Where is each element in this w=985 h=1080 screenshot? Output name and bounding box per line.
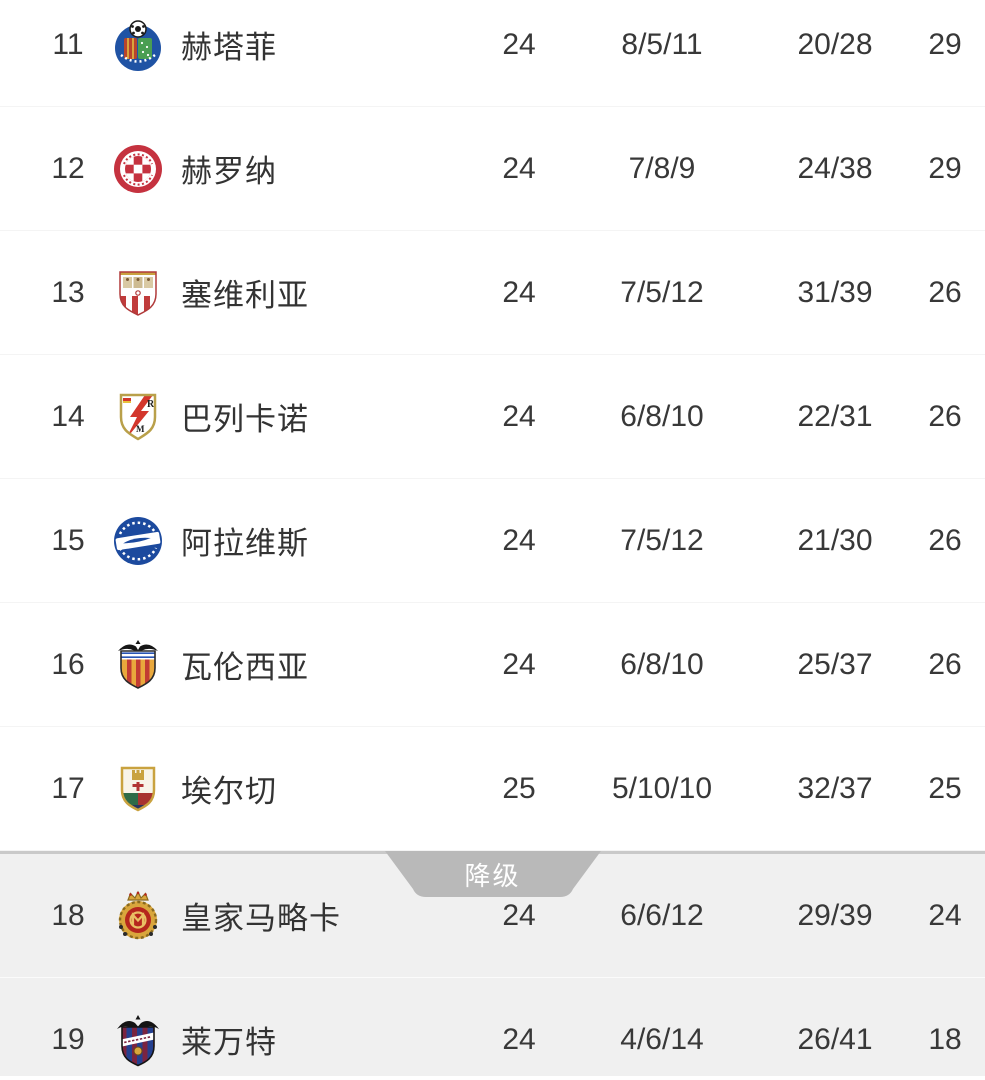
rank-number: 13	[51, 275, 85, 309]
points: 18	[928, 1022, 962, 1056]
svg-text:R: R	[147, 399, 155, 410]
team-name: 赫塔菲	[181, 30, 277, 65]
relegation-divider: 降级	[0, 851, 985, 897]
goals-for-against: 24/38	[797, 151, 873, 185]
mallorca-badge-icon	[108, 889, 168, 943]
matches-played: 25	[502, 771, 536, 805]
points: 29	[928, 151, 962, 185]
levante-badge-icon	[108, 1013, 168, 1067]
points: 26	[928, 523, 962, 557]
team-name: 瓦伦西亚	[181, 650, 309, 685]
table-row[interactable]: 18 皇家马略卡 24 6/6/12 29/39 24	[0, 854, 985, 978]
rank-number: 14	[51, 399, 85, 433]
points: 25	[928, 771, 962, 805]
rank-number: 16	[51, 647, 85, 681]
goals-for-against: 20/28	[797, 27, 873, 61]
points: 24	[928, 898, 962, 932]
rank-number: 18	[51, 898, 85, 932]
matches-played: 24	[502, 898, 536, 932]
team-name: 塞维利亚	[181, 278, 309, 313]
win-draw-loss: 6/6/12	[620, 898, 704, 932]
valencia-badge-icon	[108, 638, 168, 692]
table-row[interactable]: 19	[0, 978, 985, 1076]
matches-played: 24	[502, 523, 536, 557]
rank-number: 15	[51, 523, 85, 557]
goals-for-against: 26/41	[797, 1022, 873, 1056]
goals-for-against: 25/37	[797, 647, 873, 681]
win-draw-loss: 8/5/11	[621, 27, 703, 61]
table-row[interactable]: 11 赫塔菲 24 8/5/11 20/28 29	[0, 0, 985, 107]
table-row[interactable]: 17 埃尔切 25 5/10/10 32/37 25	[0, 727, 985, 851]
table-row[interactable]: 16 瓦伦西亚 24 6/8/10 25/37 26	[0, 603, 985, 727]
table-row[interactable]: 15 阿拉维斯 24 7/5/12 21/30 26	[0, 479, 985, 603]
points: 29	[928, 27, 962, 61]
rank-number: 17	[51, 771, 85, 805]
goals-for-against: 32/37	[797, 771, 873, 805]
team-name: 阿拉维斯	[181, 526, 309, 561]
matches-played: 24	[502, 399, 536, 433]
getafe-badge-icon	[108, 18, 168, 72]
goals-for-against: 21/30	[797, 523, 873, 557]
win-draw-loss: 6/8/10	[620, 647, 704, 681]
girona-badge-icon	[108, 142, 168, 196]
points: 26	[928, 399, 962, 433]
win-draw-loss: 5/10/10	[611, 771, 713, 805]
goals-for-against: 22/31	[797, 399, 873, 433]
win-draw-loss: 6/8/10	[620, 399, 704, 433]
table-row[interactable]: 14 R M 巴列卡诺 24 6/8/10 22/31 26	[0, 355, 985, 479]
table-row[interactable]: 13 塞维利亚 24 7/5/12	[0, 231, 985, 355]
team-name: 埃尔切	[181, 774, 277, 809]
table-row[interactable]: 12 赫罗纳 24 7/8/9 24/38 29	[0, 107, 985, 231]
svg-text:M: M	[136, 424, 145, 434]
goals-for-against: 29/39	[797, 898, 873, 932]
elche-badge-icon	[108, 762, 168, 816]
matches-played: 24	[502, 647, 536, 681]
rank-number: 12	[51, 151, 85, 185]
points: 26	[928, 647, 962, 681]
team-name: 巴列卡诺	[181, 402, 309, 437]
alaves-badge-icon	[108, 514, 168, 568]
points: 26	[928, 275, 962, 309]
win-draw-loss: 7/8/9	[628, 151, 696, 185]
team-name: 莱万特	[181, 1025, 277, 1060]
matches-played: 24	[502, 27, 536, 61]
team-name: 皇家马略卡	[181, 901, 341, 936]
rank-number: 19	[51, 1022, 85, 1056]
win-draw-loss: 7/5/12	[620, 523, 704, 557]
win-draw-loss: 7/5/12	[620, 275, 704, 309]
relegation-label: 降级	[464, 861, 521, 891]
matches-played: 24	[502, 1022, 536, 1056]
relegation-tab: 降级	[384, 851, 601, 897]
rank-number: 11	[52, 27, 84, 61]
matches-played: 24	[502, 275, 536, 309]
matches-played: 24	[502, 151, 536, 185]
team-name: 赫罗纳	[181, 154, 277, 189]
rayo-vallecano-badge-icon: R M	[108, 390, 168, 444]
win-draw-loss: 4/6/14	[620, 1022, 704, 1056]
goals-for-against: 31/39	[797, 275, 873, 309]
sevilla-badge-icon	[108, 266, 168, 320]
